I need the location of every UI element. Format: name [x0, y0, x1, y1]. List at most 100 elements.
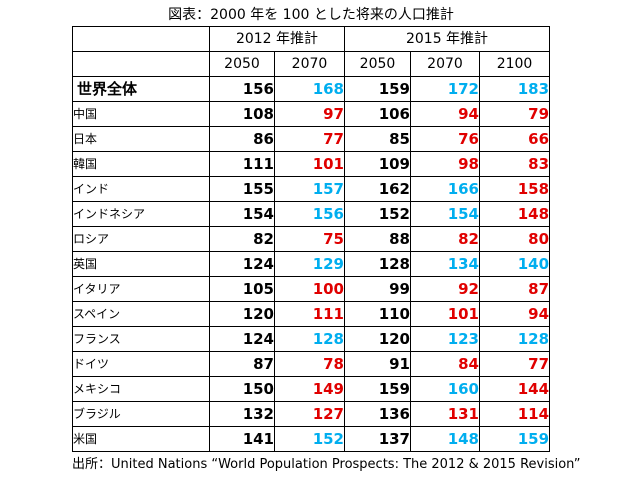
table-row: 英国 124 129 128 134 140	[72, 251, 551, 277]
value-cell: 156	[274, 201, 345, 227]
table-row: ドイツ 87 78 91 84 77	[72, 351, 551, 377]
value-cell: 75	[274, 226, 345, 252]
value-cell: 124	[209, 251, 275, 277]
value-cell: 101	[274, 151, 345, 177]
value-cell: 77	[478, 351, 551, 377]
value-cell: 128	[274, 326, 345, 352]
value-cell: 154	[209, 201, 275, 227]
value-cell: 79	[478, 101, 551, 127]
value-cell: 84	[410, 351, 480, 377]
table-row: 韓国 111 101 109 98 83	[72, 151, 551, 177]
value-cell: 97	[274, 101, 345, 127]
table-row: ブラジル 132 127 136 131 114	[72, 401, 551, 427]
table-row: スペイン 120 111 110 101 94	[72, 301, 551, 327]
value-cell: 136	[344, 401, 411, 427]
value-cell: 76	[410, 126, 480, 152]
value-cell: 120	[209, 301, 275, 327]
value-cell: 149	[274, 376, 345, 402]
country-name-cell: メキシコ	[72, 376, 210, 402]
country-name-cell: 世界全体	[72, 76, 210, 102]
table-row: 世界全体 156 168 159 172 183	[72, 76, 551, 102]
value-cell: 78	[274, 351, 345, 377]
source-note: 出所：United Nations “World Population Pros…	[72, 457, 581, 472]
population-projection-table: 2012 年推計 2015 年推計 2050 2070 2050 2070 21…	[72, 26, 551, 452]
value-cell: 132	[209, 401, 275, 427]
country-name-cell: イタリア	[72, 276, 210, 302]
table-body: 世界全体 156 168 159 172 183 中国 108 97 106 94 79 日本 86 77 8…	[72, 76, 551, 452]
country-name-cell: インド	[72, 176, 210, 202]
value-cell: 183	[478, 76, 551, 102]
value-cell: 98	[410, 151, 480, 177]
value-cell: 148	[478, 201, 551, 227]
value-cell: 111	[274, 301, 345, 327]
value-cell: 80	[478, 226, 551, 252]
value-cell: 137	[344, 426, 411, 452]
value-cell: 86	[209, 126, 275, 152]
country-name-cell: フランス	[72, 326, 210, 352]
value-cell: 99	[344, 276, 411, 302]
value-cell: 114	[478, 401, 551, 427]
header-year-2015-2050: 2050	[344, 51, 411, 77]
table-row: 日本 86 77 85 76 66	[72, 126, 551, 152]
value-cell: 128	[344, 251, 411, 277]
header-row-groups: 2012 年推計 2015 年推計	[72, 26, 551, 52]
value-cell: 123	[410, 326, 480, 352]
header-2012-projection: 2012 年推計	[209, 26, 345, 52]
country-name-cell: 中国	[72, 101, 210, 127]
value-cell: 159	[344, 76, 411, 102]
value-cell: 140	[478, 251, 551, 277]
value-cell: 94	[410, 101, 480, 127]
value-cell: 154	[410, 201, 480, 227]
value-cell: 152	[274, 426, 345, 452]
value-cell: 85	[344, 126, 411, 152]
table-row: インドネシア 154 156 152 154 148	[72, 201, 551, 227]
country-name-cell: ブラジル	[72, 401, 210, 427]
header-year-2012-2070: 2070	[274, 51, 345, 77]
table-row: 中国 108 97 106 94 79	[72, 101, 551, 127]
value-cell: 155	[209, 176, 275, 202]
value-cell: 152	[344, 201, 411, 227]
value-cell: 156	[209, 76, 275, 102]
value-cell: 82	[410, 226, 480, 252]
country-name-cell: インドネシア	[72, 201, 210, 227]
value-cell: 101	[410, 301, 480, 327]
table-row: イタリア 105 100 99 92 87	[72, 276, 551, 302]
header-row-years: 2050 2070 2050 2070 2100	[72, 51, 551, 77]
value-cell: 168	[274, 76, 345, 102]
value-cell: 160	[410, 376, 480, 402]
header-year-2015-2070: 2070	[410, 51, 480, 77]
value-cell: 106	[344, 101, 411, 127]
value-cell: 120	[344, 326, 411, 352]
value-cell: 108	[209, 101, 275, 127]
value-cell: 105	[209, 276, 275, 302]
table-row: 米国 141 152 137 148 159	[72, 426, 551, 452]
value-cell: 150	[209, 376, 275, 402]
value-cell: 128	[478, 326, 551, 352]
value-cell: 110	[344, 301, 411, 327]
value-cell: 94	[478, 301, 551, 327]
value-cell: 172	[410, 76, 480, 102]
value-cell: 83	[478, 151, 551, 177]
table-row: メキシコ 150 149 159 160 144	[72, 376, 551, 402]
value-cell: 162	[344, 176, 411, 202]
value-cell: 129	[274, 251, 345, 277]
country-name-cell: ロシア	[72, 226, 210, 252]
value-cell: 66	[478, 126, 551, 152]
country-name-cell: 英国	[72, 251, 210, 277]
value-cell: 100	[274, 276, 345, 302]
value-cell: 88	[344, 226, 411, 252]
value-cell: 127	[274, 401, 345, 427]
value-cell: 158	[478, 176, 551, 202]
table-row: ロシア 82 75 88 82 80	[72, 226, 551, 252]
header-year-2012-2050: 2050	[209, 51, 275, 77]
country-name-cell: スペイン	[72, 301, 210, 327]
country-name-cell: 韓国	[72, 151, 210, 177]
value-cell: 159	[478, 426, 551, 452]
value-cell: 87	[478, 276, 551, 302]
value-cell: 124	[209, 326, 275, 352]
value-cell: 166	[410, 176, 480, 202]
header-2015-projection: 2015 年推計	[343, 26, 551, 52]
value-cell: 109	[344, 151, 411, 177]
value-cell: 157	[274, 176, 345, 202]
value-cell: 91	[344, 351, 411, 377]
